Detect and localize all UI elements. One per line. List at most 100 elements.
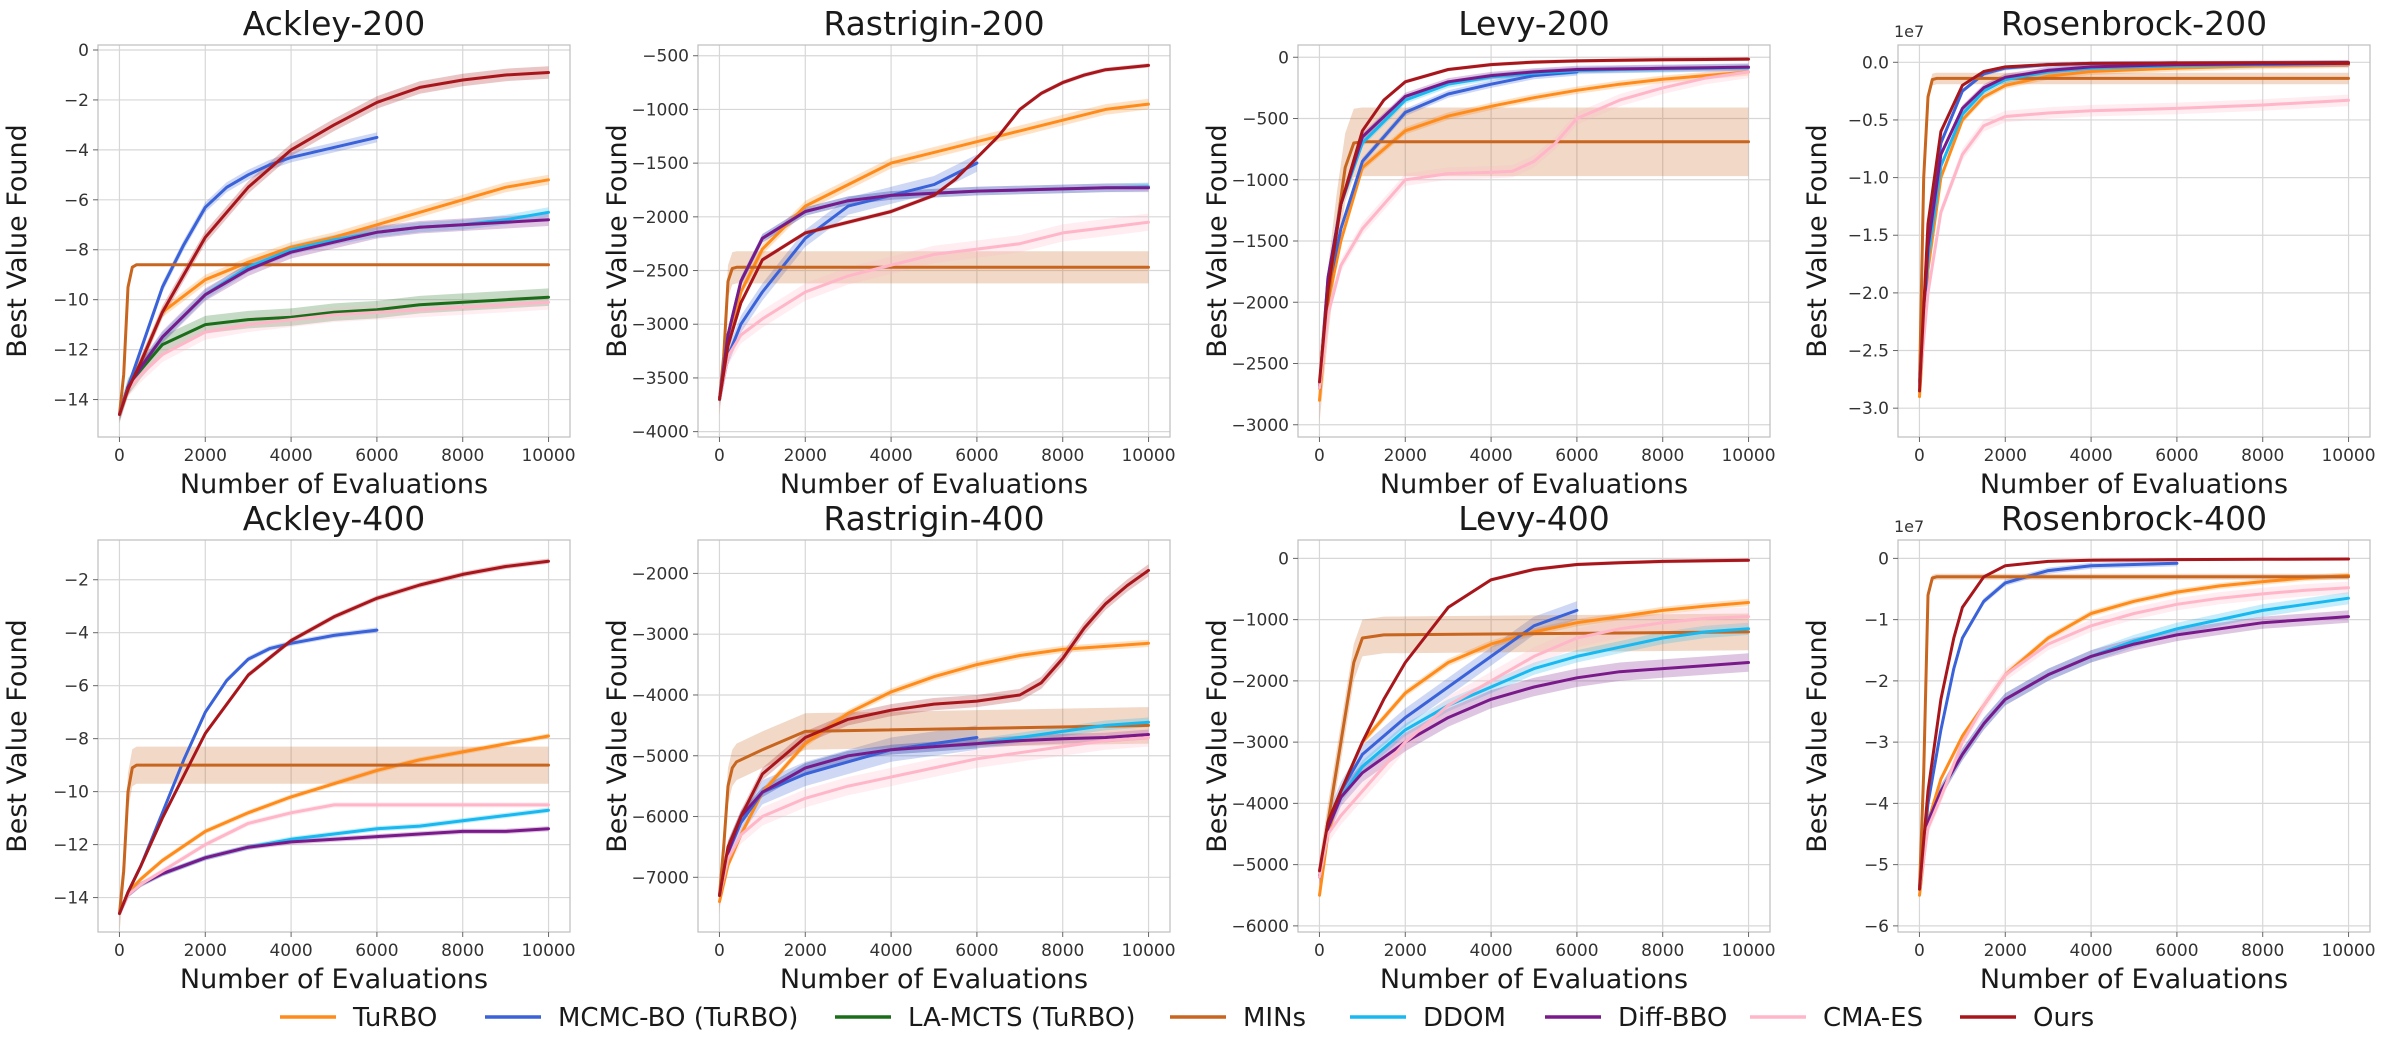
y-tick-label: 0.0 bbox=[1862, 53, 1889, 73]
y-tick-label: −3 bbox=[1864, 733, 1889, 753]
series-line bbox=[118, 763, 550, 915]
y-tick-label: −3500 bbox=[631, 369, 689, 389]
series-line bbox=[718, 723, 1150, 897]
y-tick-label: −4000 bbox=[631, 423, 689, 443]
x-tick-label: 10000 bbox=[1121, 446, 1175, 466]
y-tick-label: 0 bbox=[1278, 549, 1289, 569]
chart-panel: 0 2000 4000 6000 8000 10000 −14 −12 −10 −8 −6 −4 −2 0… bbox=[2, 4, 576, 500]
y-tick-label: −4 bbox=[1864, 794, 1889, 814]
y-tick-label: −1500 bbox=[1231, 232, 1289, 252]
panel-title: Rosenbrock-400 bbox=[2001, 499, 2267, 538]
x-tick-label: 2000 bbox=[1984, 446, 2027, 466]
y-tick-label: −2000 bbox=[1231, 293, 1289, 313]
plot-frame bbox=[697, 44, 1171, 438]
plot-frame bbox=[1297, 539, 1771, 933]
y-tick-label: 0 bbox=[1878, 549, 1889, 569]
y-axis-label: Best Value Found bbox=[2, 124, 33, 358]
y-tick-label: −7000 bbox=[631, 868, 689, 888]
chart-panel: 0 2000 4000 6000 8000 10000 −3.0 −2.5 −2.0 −1.5 −1… bbox=[1802, 4, 2376, 500]
chart-panel: 0 2000 4000 6000 8000 10000 −14 −12 −10 −8 −6 −4 −2 A… bbox=[2, 499, 576, 995]
series-group bbox=[718, 564, 1150, 914]
series-group bbox=[1318, 558, 1750, 899]
y-tick-label: −2000 bbox=[1231, 672, 1289, 692]
series-line bbox=[118, 263, 550, 416]
x-tick-label: 4000 bbox=[269, 446, 312, 466]
chart-panel: 0 2000 4000 6000 8000 10000 −6 −5 −4 −3 −2 −1 0 1e7 Ro… bbox=[1802, 499, 2376, 995]
y-axis-label: Best Value Found bbox=[602, 124, 633, 358]
x-axis-label: Number of Evaluations bbox=[180, 964, 488, 995]
chart-panel: 0 2000 4000 6000 8000 10000 −6000 −5000 −4000 −30… bbox=[1202, 499, 1776, 995]
y-tick-label: −6 bbox=[64, 677, 89, 697]
chart-panel: 0 2000 4000 6000 8000 10000 −7000 −6000 −5000 −40… bbox=[602, 499, 1176, 995]
plot-frame bbox=[1897, 539, 2371, 933]
x-tick-label: 0 bbox=[714, 446, 725, 466]
y-tick-label: −3000 bbox=[631, 315, 689, 335]
panel-title: Rastrigin-400 bbox=[823, 499, 1044, 538]
x-tick-label: 10000 bbox=[1121, 941, 1175, 961]
y-tick-label: −2.5 bbox=[1848, 342, 1889, 362]
y-tick-label: −1.0 bbox=[1848, 169, 1889, 189]
series-line bbox=[718, 736, 1150, 897]
series-line bbox=[118, 71, 550, 416]
y-tick-label: −2500 bbox=[1231, 355, 1289, 375]
y-tick-label: −6000 bbox=[631, 808, 689, 828]
x-tick-label: 10000 bbox=[2321, 941, 2375, 961]
series-band bbox=[1919, 610, 2349, 896]
x-tick-label: 10000 bbox=[2321, 446, 2375, 466]
legend-item: TuRBO bbox=[280, 1003, 437, 1033]
plot-frame bbox=[697, 539, 1171, 933]
y-tick-label: −6 bbox=[1864, 917, 1889, 937]
y-tick-label: −10 bbox=[53, 291, 89, 311]
x-tick-label: 4000 bbox=[2069, 941, 2112, 961]
series-line bbox=[1918, 98, 2350, 387]
series-line bbox=[718, 161, 979, 401]
series-line bbox=[718, 568, 1150, 897]
series-line bbox=[1918, 574, 2350, 897]
legend-item: CMA-ES bbox=[1750, 1003, 1923, 1033]
x-tick-label: 4000 bbox=[869, 941, 912, 961]
series-band bbox=[119, 66, 549, 421]
series-line bbox=[118, 300, 550, 416]
x-tick-label: 10000 bbox=[521, 446, 575, 466]
x-tick-label: 4000 bbox=[2069, 446, 2112, 466]
series-band bbox=[719, 213, 1149, 408]
x-tick-label: 4000 bbox=[1469, 446, 1512, 466]
y-tick-label: 0 bbox=[1278, 48, 1289, 68]
x-tick-label: 2000 bbox=[784, 941, 827, 961]
y-tick-label: −3000 bbox=[1231, 733, 1289, 753]
x-axis-label: Number of Evaluations bbox=[1380, 469, 1688, 500]
legend-label: DDOM bbox=[1423, 1003, 1506, 1033]
y-tick-label: −3000 bbox=[1231, 416, 1289, 436]
y-tick-label: −1 bbox=[1864, 611, 1889, 631]
x-tick-label: 2000 bbox=[1984, 941, 2027, 961]
x-tick-label: 0 bbox=[114, 941, 125, 961]
series-line bbox=[1318, 615, 1750, 879]
x-axis-label: Number of Evaluations bbox=[1380, 964, 1688, 995]
plot-frame bbox=[97, 44, 571, 438]
series-line bbox=[118, 803, 550, 915]
series-band bbox=[1919, 572, 2349, 899]
series-group bbox=[118, 66, 550, 424]
legend-item: DDOM bbox=[1350, 1003, 1506, 1033]
x-axis-label: Number of Evaluations bbox=[1980, 469, 2288, 500]
y-tick-label: −10 bbox=[53, 783, 89, 803]
x-tick-label: 0 bbox=[1314, 446, 1325, 466]
y-tick-label: −0.5 bbox=[1848, 111, 1889, 131]
y-tick-label: −2 bbox=[1864, 672, 1889, 692]
y-tick-label: −2 bbox=[64, 91, 89, 111]
y-tick-label: −14 bbox=[53, 391, 89, 411]
x-tick-label: 6000 bbox=[955, 941, 998, 961]
y-tick-label: −5000 bbox=[1231, 856, 1289, 876]
legend-item: LA-MCTS (TuRBO) bbox=[835, 1003, 1136, 1033]
x-tick-label: 8000 bbox=[1041, 941, 1084, 961]
y-tick-label: −2500 bbox=[631, 262, 689, 282]
x-axis-label: Number of Evaluations bbox=[1980, 964, 2288, 995]
legend-label: MCMC-BO (TuRBO) bbox=[558, 1003, 798, 1033]
legend-label: TuRBO bbox=[352, 1003, 437, 1033]
y-tick-label: −8 bbox=[64, 241, 89, 261]
x-tick-label: 2000 bbox=[784, 446, 827, 466]
series-group bbox=[1918, 60, 2350, 401]
x-tick-label: 0 bbox=[1314, 941, 1325, 961]
panel-title: Levy-400 bbox=[1458, 499, 1609, 538]
y-axis-label: Best Value Found bbox=[1802, 124, 1833, 358]
